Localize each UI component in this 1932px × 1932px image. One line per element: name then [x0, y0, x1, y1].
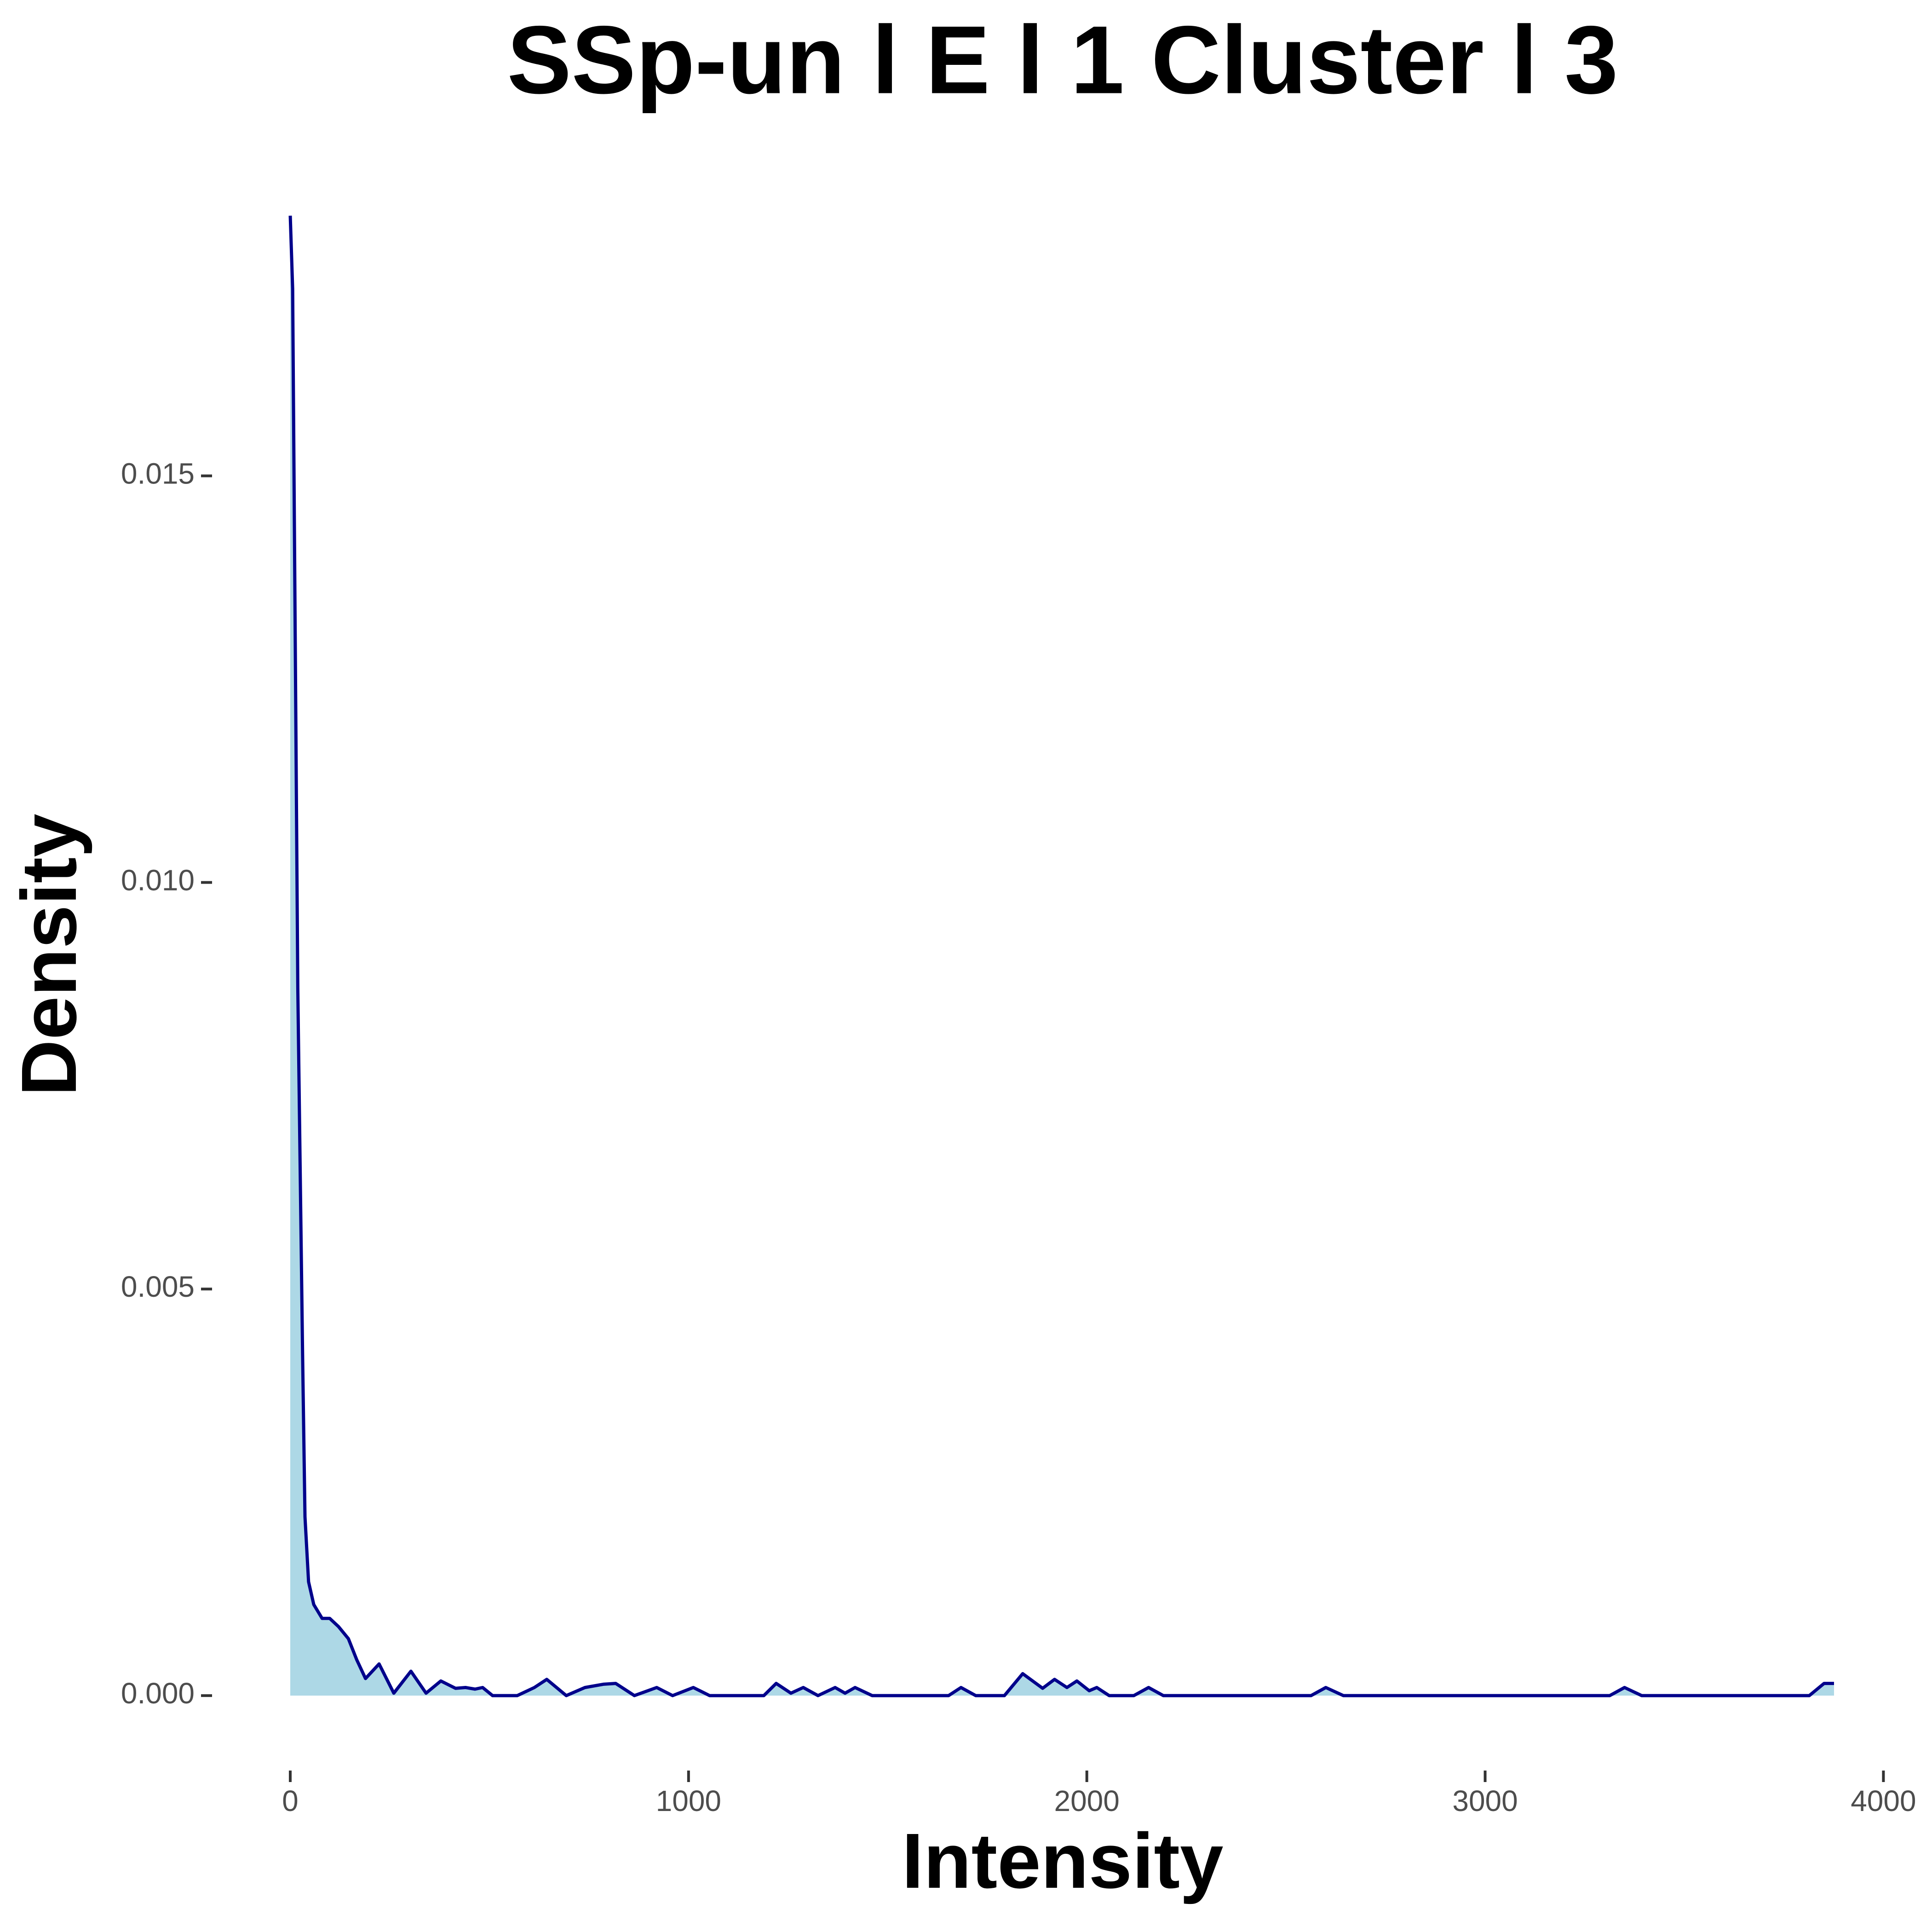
- density-area: [290, 215, 1834, 1696]
- x-tick-label: 4000: [1851, 1784, 1916, 1817]
- chart-title: SSp-un l E l 1 Cluster l 3: [507, 6, 1618, 114]
- y-tick-label: 0.010: [121, 863, 195, 897]
- y-tick-label: 0.015: [121, 457, 195, 490]
- density-line: [288, 215, 1834, 1697]
- x-tick-label: 2000: [1054, 1784, 1119, 1817]
- y-tick-label: 0.005: [121, 1270, 195, 1303]
- x-axis-label: Intensity: [902, 1817, 1223, 1905]
- x-tick-label: 3000: [1452, 1784, 1518, 1817]
- y-tick-label: 0.000: [121, 1677, 195, 1710]
- y-axis-label: Density: [6, 814, 93, 1096]
- x-tick-label: 0: [282, 1784, 299, 1817]
- x-tick-label: 1000: [656, 1784, 721, 1817]
